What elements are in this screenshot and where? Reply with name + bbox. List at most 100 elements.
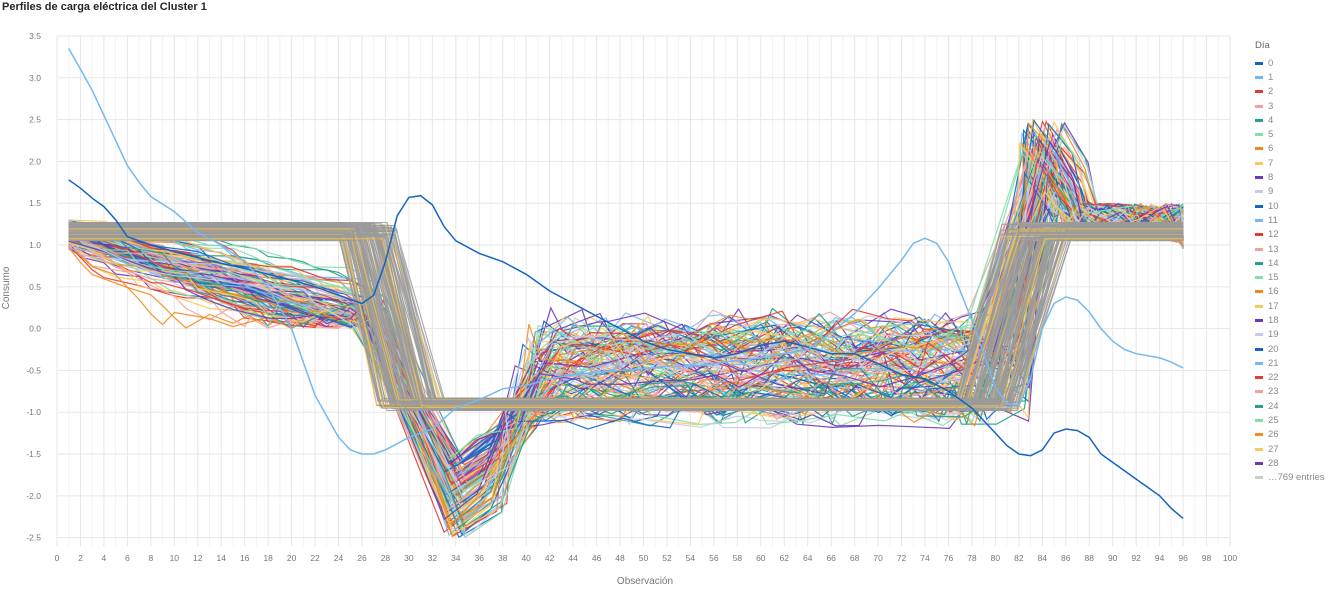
- legend-item[interactable]: 28: [1255, 456, 1325, 470]
- legend-item[interactable]: 25: [1255, 413, 1325, 427]
- x-tick-label: 28: [381, 553, 391, 563]
- legend-item[interactable]: 12: [1255, 228, 1325, 242]
- legend-item[interactable]: 9: [1255, 185, 1325, 199]
- legend-item[interactable]: 15: [1255, 270, 1325, 284]
- legend-label: 23: [1268, 386, 1279, 398]
- legend-swatch: [1255, 318, 1263, 322]
- profile-line: [68, 224, 1184, 410]
- legend-label: 28: [1268, 457, 1279, 469]
- legend-item[interactable]: 11: [1255, 213, 1325, 227]
- y-tick-label: -2.0: [26, 491, 41, 501]
- profile-line: [68, 235, 1184, 404]
- legend-item[interactable]: 14: [1255, 256, 1325, 270]
- profile-line: [68, 174, 1184, 504]
- legend-item[interactable]: 19: [1255, 328, 1325, 342]
- legend-label: 6: [1268, 143, 1274, 155]
- x-tick-label: 84: [1038, 553, 1048, 563]
- profile-line: [68, 141, 1184, 531]
- x-tick-label: 96: [1178, 553, 1188, 563]
- x-tick-label: 8: [148, 553, 153, 563]
- legend-item[interactable]: 1: [1255, 70, 1325, 84]
- profile-line: [68, 230, 1184, 411]
- x-tick-label: 82: [1014, 553, 1024, 563]
- legend-item[interactable]: 13: [1255, 242, 1325, 256]
- legend-item[interactable]: 17: [1255, 299, 1325, 313]
- legend-items: 0 1 2 3 4 5 6 7 8 9 10 11 12 13 14 15 16 17 18 19 20 21 22 23 24…: [1255, 56, 1325, 485]
- profile-line: [68, 145, 1184, 525]
- x-tick-label: 54: [686, 553, 696, 563]
- legend-swatch: [1255, 290, 1263, 294]
- x-tick-label: 26: [357, 553, 367, 563]
- profile-line: [68, 140, 1184, 521]
- legend-swatch: [1255, 333, 1263, 337]
- legend-swatch: [1255, 247, 1263, 251]
- profile-line: [68, 154, 1184, 492]
- legend-swatch: [1255, 190, 1263, 194]
- legend-label: 4: [1268, 114, 1274, 126]
- x-tick-label: 16: [240, 553, 250, 563]
- legend-item[interactable]: 10: [1255, 199, 1325, 213]
- legend-item[interactable]: 0: [1255, 56, 1325, 70]
- x-tick-label: 40: [521, 553, 531, 563]
- legend-item[interactable]: 5: [1255, 127, 1325, 141]
- profile-line: [68, 146, 1184, 513]
- y-tick-label: -1.5: [26, 449, 41, 459]
- legend-item[interactable]: 3: [1255, 99, 1325, 113]
- legend-label: 2: [1268, 86, 1274, 98]
- y-tick-label: 1.5: [29, 198, 41, 208]
- legend-swatch: [1255, 276, 1263, 280]
- profile-line: [68, 171, 1184, 473]
- legend-item[interactable]: 24: [1255, 399, 1325, 413]
- x-tick-label: 44: [568, 553, 578, 563]
- legend-item[interactable]: 21: [1255, 356, 1325, 370]
- x-tick-label: 6: [125, 553, 130, 563]
- legend-item[interactable]: 27: [1255, 442, 1325, 456]
- legend-more[interactable]: …769 entries: [1255, 471, 1325, 485]
- profile-line: [68, 238, 1184, 407]
- x-tick-label: 70: [873, 553, 883, 563]
- x-tick-label: 20: [287, 553, 297, 563]
- legend-item[interactable]: 7: [1255, 156, 1325, 170]
- x-tick-label: 62: [780, 553, 790, 563]
- legend-item[interactable]: 2: [1255, 85, 1325, 99]
- chart-title: Perfiles de carga eléctrica del Cluster …: [2, 1, 207, 13]
- legend-item[interactable]: 4: [1255, 113, 1325, 127]
- legend-swatch: [1255, 376, 1263, 380]
- legend-item[interactable]: 22: [1255, 371, 1325, 385]
- x-tick-label: 72: [897, 553, 907, 563]
- y-tick-label: 1.0: [29, 240, 41, 250]
- legend-item[interactable]: 16: [1255, 285, 1325, 299]
- x-tick-label: 18: [263, 553, 273, 563]
- profile-bands: [68, 117, 1184, 539]
- legend-swatch: [1255, 176, 1263, 180]
- legend-swatch: [1255, 404, 1263, 408]
- x-tick-label: 10: [170, 553, 180, 563]
- x-tick-label: 64: [803, 553, 813, 563]
- legend-swatch: [1255, 90, 1263, 94]
- y-tick-label: 3.0: [29, 73, 41, 83]
- legend-label: 22: [1268, 372, 1279, 384]
- y-tick-label: 2.5: [29, 115, 41, 125]
- x-tick-label: 36: [475, 553, 485, 563]
- x-tick-label: 100: [1223, 553, 1237, 563]
- legend-swatch: [1255, 347, 1263, 351]
- y-tick-label: -0.5: [26, 365, 41, 375]
- x-tick-label: 68: [850, 553, 860, 563]
- line-chart: 0 2 4 6 8 10 12 14 16 18 20 22 24 26 28 30 32 34 36 38 40 42 4…: [1, 31, 1237, 587]
- legend-item[interactable]: 20: [1255, 342, 1325, 356]
- legend-label: 3: [1268, 100, 1274, 112]
- legend-title: Día: [1255, 40, 1270, 51]
- y-tick-label: 0.0: [29, 324, 41, 334]
- legend-label: 9: [1268, 186, 1274, 198]
- legend-label: 17: [1268, 300, 1279, 312]
- x-tick-label: 30: [404, 553, 414, 563]
- legend-label: 16: [1268, 286, 1279, 298]
- legend-item[interactable]: 6: [1255, 142, 1325, 156]
- legend-item[interactable]: 8: [1255, 170, 1325, 184]
- legend-item[interactable]: 26: [1255, 428, 1325, 442]
- x-tick-label: 78: [967, 553, 977, 563]
- x-tick-label: 22: [310, 553, 320, 563]
- legend-item[interactable]: 23: [1255, 385, 1325, 399]
- legend-item[interactable]: 18: [1255, 313, 1325, 327]
- legend-label: 21: [1268, 357, 1279, 369]
